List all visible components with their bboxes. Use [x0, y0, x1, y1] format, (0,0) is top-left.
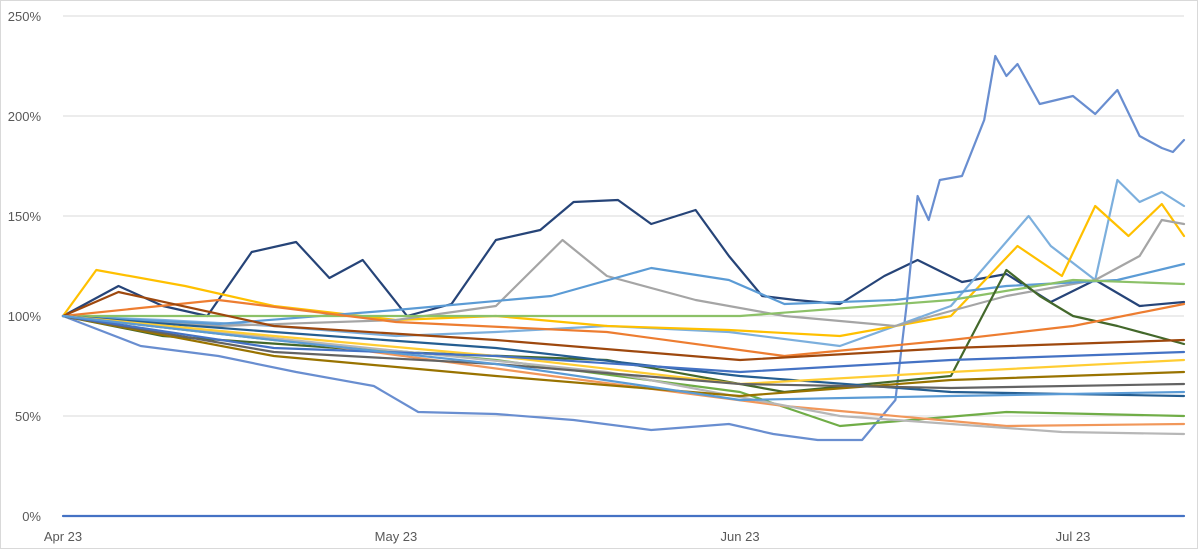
series-line	[61, 314, 1186, 398]
x-tick-label: May 23	[375, 529, 418, 544]
series-line	[61, 54, 1186, 442]
x-tick-label: Jul 23	[1056, 529, 1091, 544]
gridlines	[63, 15, 1184, 517]
series-lines	[61, 54, 1186, 518]
series-line	[61, 314, 1186, 398]
y-tick-label: 200%	[8, 109, 42, 124]
series-line	[61, 314, 1186, 390]
x-tick-label: Jun 23	[721, 529, 760, 544]
series-line	[61, 198, 1186, 318]
y-tick-label: 250%	[8, 9, 42, 24]
series-line	[61, 298, 1186, 358]
y-tick-label: 150%	[8, 209, 42, 224]
y-tick-label: 50%	[15, 409, 41, 424]
series-line	[61, 314, 1186, 374]
y-tick-label: 0%	[22, 509, 41, 524]
series-line	[61, 314, 1186, 386]
series-line	[61, 290, 1186, 362]
y-tick-label: 100%	[8, 309, 42, 324]
y-axis-tick-labels: 0% 50% 100% 150% 200% 250%	[8, 9, 42, 524]
series-line	[61, 218, 1186, 328]
series-line	[61, 268, 1186, 394]
x-axis-tick-labels: Apr 23 May 23 Jun 23 Jul 23	[44, 529, 1091, 544]
series-line	[61, 202, 1186, 338]
series-line	[61, 314, 1186, 402]
x-tick-label: Apr 23	[44, 529, 82, 544]
